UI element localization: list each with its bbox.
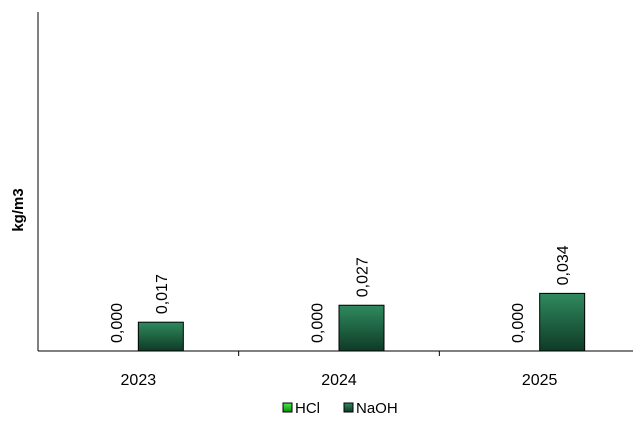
bar-naoh-2025 — [539, 292, 586, 352]
x-tick-label: 2025 — [522, 372, 558, 389]
data-label-naoh-2024: 0,027 — [355, 257, 372, 297]
bar-naoh-2023 — [137, 321, 184, 352]
data-label-naoh-2025: 0,034 — [555, 245, 572, 285]
data-label-hcl-2025: 0,000 — [510, 303, 527, 343]
legend-label-naoh: NaOH — [356, 400, 398, 417]
legend-label-hcl: HCl — [295, 400, 320, 417]
data-label-hcl-2024: 0,000 — [310, 303, 327, 343]
data-label-hcl-2023: 0,000 — [109, 303, 126, 343]
bar-naoh-2024 — [338, 304, 385, 352]
legend-swatch-hcl — [282, 402, 293, 413]
legend: HCl NaOH — [282, 400, 398, 417]
data-label-naoh-2023: 0,017 — [154, 274, 171, 314]
legend-swatch-naoh — [343, 402, 354, 413]
x-tick-label: 2023 — [121, 372, 157, 389]
y-axis-label: kg/m3 — [10, 188, 27, 231]
x-tick-label: 2024 — [321, 372, 357, 389]
